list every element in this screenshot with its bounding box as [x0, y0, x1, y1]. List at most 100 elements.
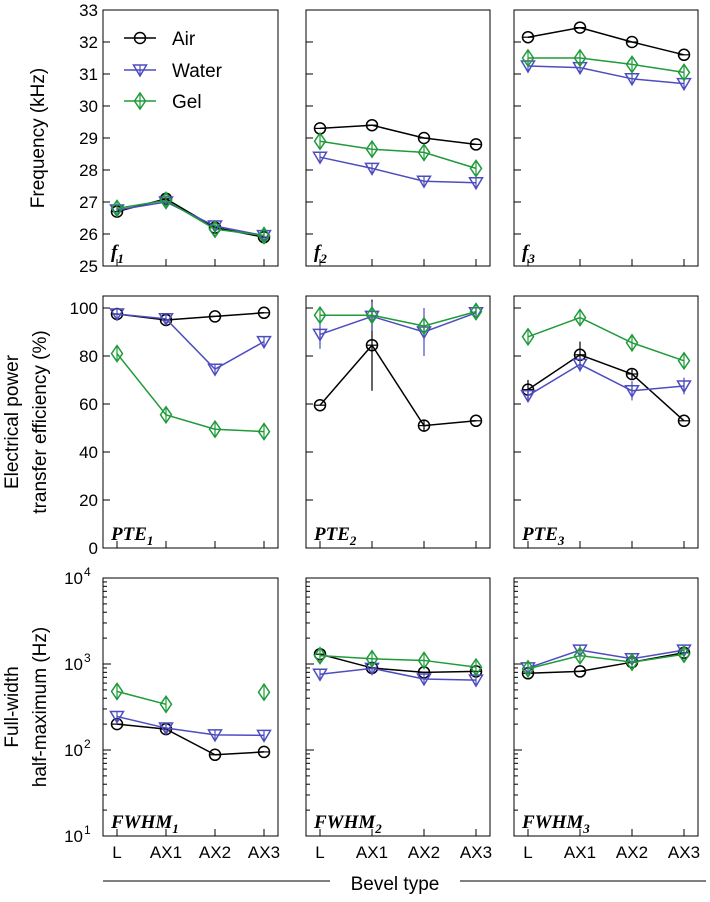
panel-label: PTE2: [313, 524, 357, 548]
series-air: [313, 299, 483, 432]
legend-label: Air: [172, 29, 196, 50]
y-tick-label: 0: [89, 539, 98, 558]
panel-label-sub: 3: [582, 821, 590, 836]
series-line: [527, 65, 685, 85]
y-tick-label: 30: [79, 97, 98, 116]
panel-r2-c1: L AX1 AX2 AX3 FWHM2: [305, 577, 492, 862]
series-water: [520, 357, 692, 404]
series-water: [109, 196, 272, 244]
series-air: [521, 646, 691, 680]
panel-label-main: FWHM: [521, 812, 584, 833]
series-line: [319, 140, 477, 170]
panel-label-main: PTE: [110, 524, 147, 545]
series-line: [116, 353, 265, 433]
panel-r0-c2: f3: [513, 9, 699, 267]
series-water: [109, 308, 272, 377]
legend: Air Water Gel: [124, 29, 223, 113]
x-tick-label: AX1: [150, 843, 182, 862]
panel-label-main: f: [314, 242, 322, 263]
x-axis: Bevel type: [103, 874, 706, 895]
y-tick-label: 100: [70, 299, 98, 318]
panel-label: FWHM1: [110, 812, 179, 836]
series-line: [528, 57, 685, 74]
y-tick-label: 25: [79, 257, 98, 276]
x-tick-label: AX2: [616, 843, 648, 862]
series-gel: [313, 131, 483, 178]
data-point: [257, 682, 271, 702]
series-gel: [110, 191, 271, 245]
panel-label-sub: 2: [374, 821, 382, 836]
y-tick-label: 80: [79, 347, 98, 366]
data-point: [677, 644, 691, 664]
y-tick-label: 26: [79, 225, 98, 244]
series-line: [320, 310, 477, 327]
legend-label: Gel: [172, 92, 202, 113]
series-gel: [313, 646, 483, 677]
y-axis-title: transfer efficiency (%): [30, 330, 51, 513]
legend-label: Water: [172, 61, 223, 82]
panel-frame: [305, 577, 491, 837]
series-gel: [521, 48, 691, 82]
y-tick-label: 31: [79, 65, 98, 84]
panel-label: PTE3: [521, 524, 565, 548]
series-gel: [521, 644, 691, 679]
panel-r1-c1: PTE2: [305, 295, 491, 549]
series-gel: [110, 344, 271, 441]
y-tick-label: 10: [64, 741, 83, 760]
y-tick-exponent: 3: [84, 651, 91, 665]
panel-frame: [102, 577, 279, 837]
panel-label-main: FWHM: [110, 812, 173, 833]
x-tick-label: L: [523, 843, 532, 862]
series-line: [319, 156, 477, 184]
x-tick-label: AX1: [564, 843, 596, 862]
x-axis-title: Bevel type: [351, 874, 440, 895]
y-axis-labels: Frequency (kHz) Electrical power transfer …: [2, 68, 51, 787]
panel-r2-c2: L AX1 AX2 AX3 FWHM3: [513, 577, 700, 862]
series-water: [109, 710, 272, 743]
x-tick-label: AX3: [460, 843, 492, 862]
series-gel: [521, 308, 691, 371]
y-axis-title: half-maximum (Hz): [30, 627, 51, 787]
panel-label-sub: 2: [319, 251, 327, 266]
series-line: [319, 312, 477, 336]
series-line: [527, 26, 685, 56]
series-air: [521, 21, 691, 62]
series-line: [116, 313, 265, 371]
series-line: [527, 316, 685, 362]
series-line: [117, 691, 264, 704]
y-axis-title: Frequency (kHz): [28, 68, 49, 208]
panel-frame: [513, 577, 699, 837]
y-tick-label: 40: [79, 443, 98, 462]
series-line: [527, 363, 685, 397]
series-line: [116, 723, 265, 756]
panel-label-sub: 1: [117, 251, 124, 266]
panel-label: PTE1: [110, 524, 153, 548]
series-line: [116, 201, 265, 237]
x-tick-label: AX3: [248, 843, 280, 862]
data-point: [625, 652, 639, 672]
x-tick-label: L: [112, 843, 121, 862]
series-line: [116, 199, 265, 237]
series-line: [319, 653, 477, 674]
series-air: [110, 717, 271, 762]
y-tick-exponent: 4: [84, 565, 91, 579]
x-tick-label: AX1: [356, 843, 388, 862]
panel-frame: [305, 295, 491, 549]
series-line: [319, 343, 477, 427]
series-water: [312, 662, 484, 688]
y-tick-label: 10: [64, 655, 83, 674]
series-water: [312, 151, 484, 191]
y-tick-label: 33: [79, 1, 98, 20]
panel-r1-c0: 0 20 40 60 80 100 PTE1: [70, 295, 279, 558]
panel-label-main: FWHM: [313, 812, 376, 833]
x-tick-label: AX2: [408, 843, 440, 862]
series-line: [527, 353, 685, 422]
data-point: [312, 668, 328, 682]
y-axis-title: Full-width: [2, 666, 23, 747]
data-point: [572, 644, 588, 658]
y-tick-label: 32: [79, 33, 98, 52]
panel-frame: [513, 295, 699, 549]
y-tick-label: 20: [79, 491, 98, 510]
panel-frame: [102, 295, 279, 549]
